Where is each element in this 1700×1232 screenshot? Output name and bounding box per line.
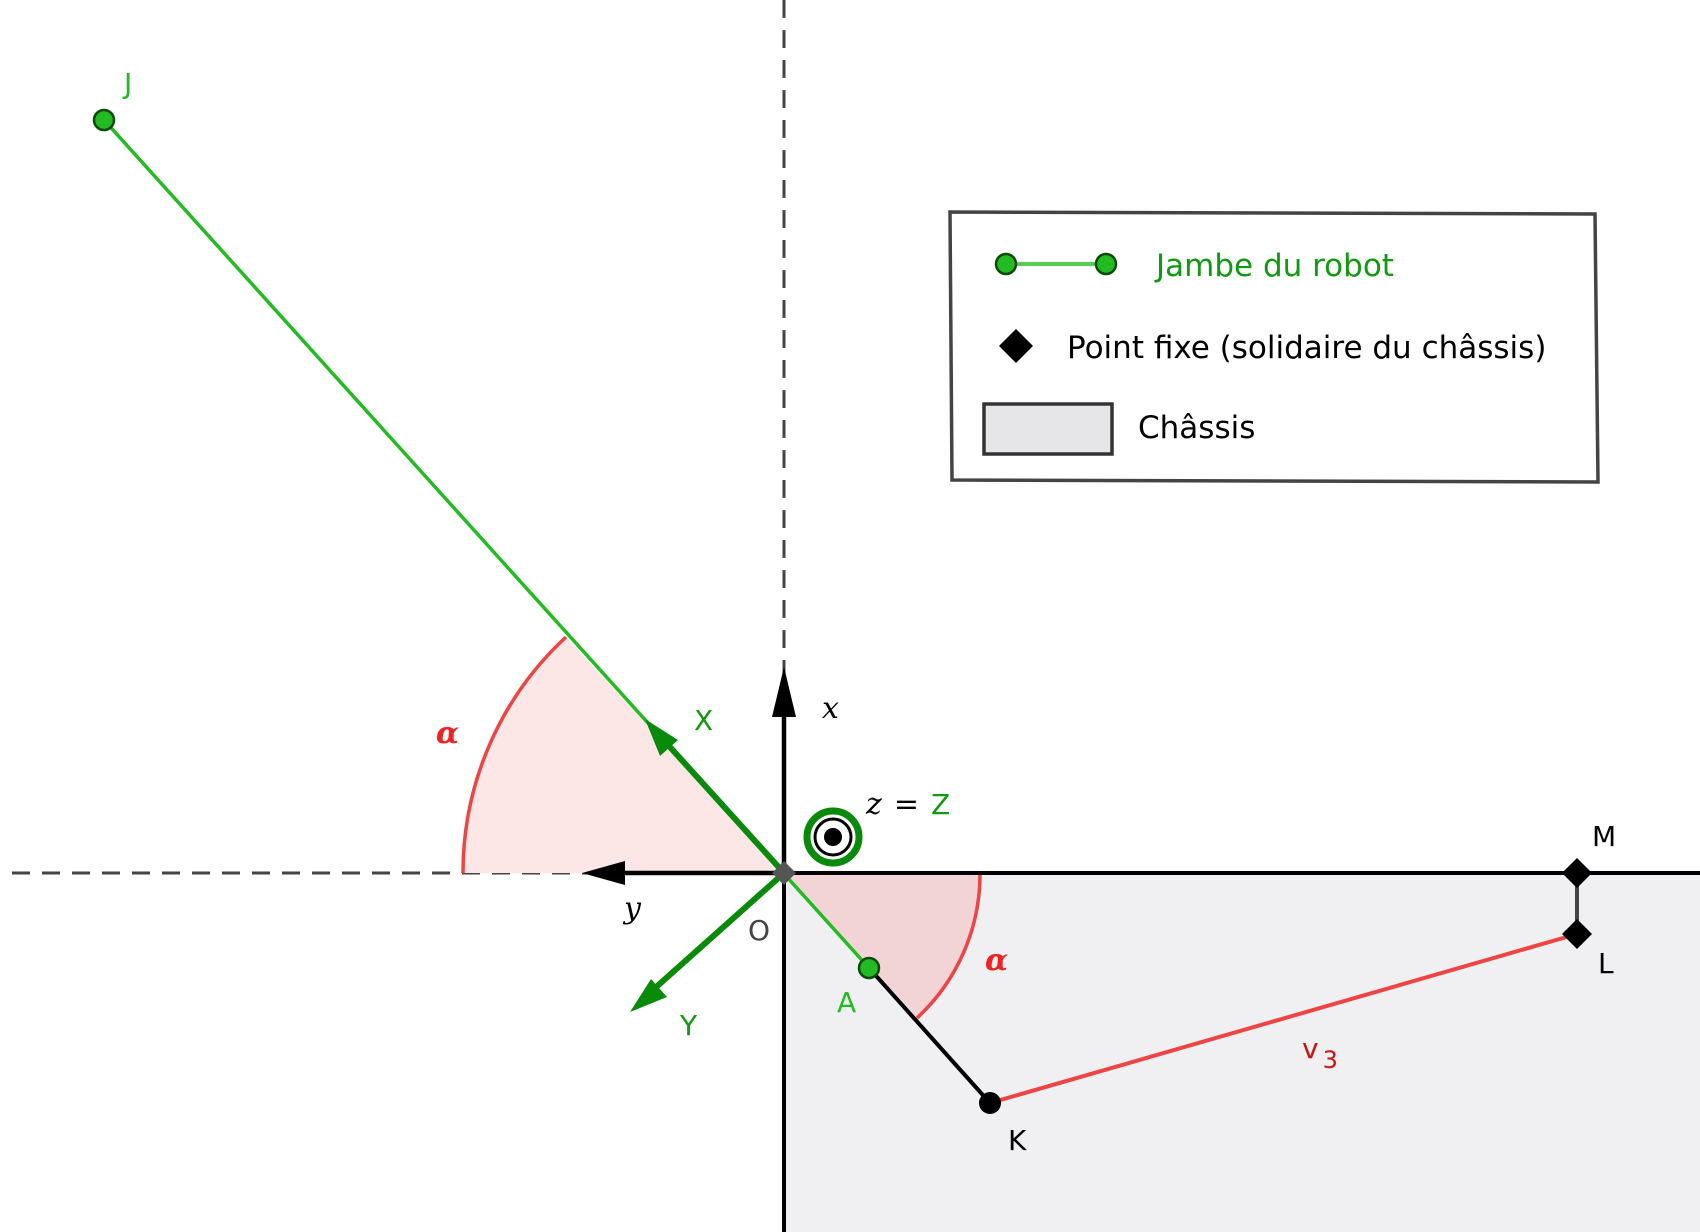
Y-axis-arrow: [643, 870, 786, 1000]
angle-alpha-upper-arc: [461, 635, 568, 874]
label-O: O: [748, 914, 770, 947]
legend-chassis-swatch: [982, 402, 1114, 456]
x-axis-arrowhead: [772, 667, 796, 717]
label-v3-base: v: [1302, 1032, 1319, 1065]
angle-alpha-lower-arc: [915, 872, 982, 1020]
label-Z-axis: Z: [931, 788, 950, 821]
point-K: [979, 1092, 1001, 1114]
link-A-K: [867, 966, 992, 1105]
angle-alpha-lower-sector: [784, 873, 981, 1018]
label-J: J: [122, 67, 132, 100]
legend: Jambe du robot Point fixe (solidaire du …: [948, 210, 1600, 484]
point-M-fixed: [1562, 858, 1592, 888]
legend-leg-label: Jambe du robot: [1154, 248, 1394, 284]
angle-alpha-upper-sector: [462, 637, 784, 873]
segment-v3: [989, 932, 1578, 1105]
z-axis-dot-icon: [824, 828, 842, 846]
label-y-axis: y: [622, 891, 642, 926]
point-L-fixed: [1562, 919, 1592, 949]
legend-fixed-point-icon: [999, 329, 1033, 363]
origin-point-marker: [772, 861, 796, 885]
legend-leg-point-right: [1094, 252, 1118, 276]
label-x-axis: x: [822, 691, 839, 726]
X-axis-arrow: [657, 733, 787, 876]
label-v3: v 3: [1302, 1032, 1338, 1074]
label-M: M: [1592, 820, 1616, 853]
X-axis-arrowhead: [645, 719, 678, 756]
legend-fixed-point-label: Point fixe (solidaire du châssis): [1067, 330, 1546, 366]
label-L: L: [1598, 947, 1614, 980]
label-A: A: [837, 986, 856, 1019]
label-equals: =: [894, 787, 919, 822]
label-z-axis: z: [865, 787, 882, 822]
label-z-equals-Z: z = Z: [865, 787, 950, 822]
point-J: [92, 108, 116, 132]
label-alpha-upper: α: [436, 716, 459, 751]
label-K: K: [1008, 1124, 1027, 1157]
label-X-axis: X: [694, 704, 713, 737]
y-axis-arrowhead: [582, 861, 625, 885]
point-A: [857, 956, 881, 980]
label-v3-subscript: 3: [1323, 1046, 1338, 1074]
Y-axis-arrowhead: [630, 979, 667, 1012]
legend-leg-point-left: [994, 252, 1018, 276]
label-alpha-lower: α: [985, 943, 1008, 978]
label-Y-axis: Y: [679, 1009, 698, 1042]
legend-chassis-label: Châssis: [1138, 410, 1255, 446]
